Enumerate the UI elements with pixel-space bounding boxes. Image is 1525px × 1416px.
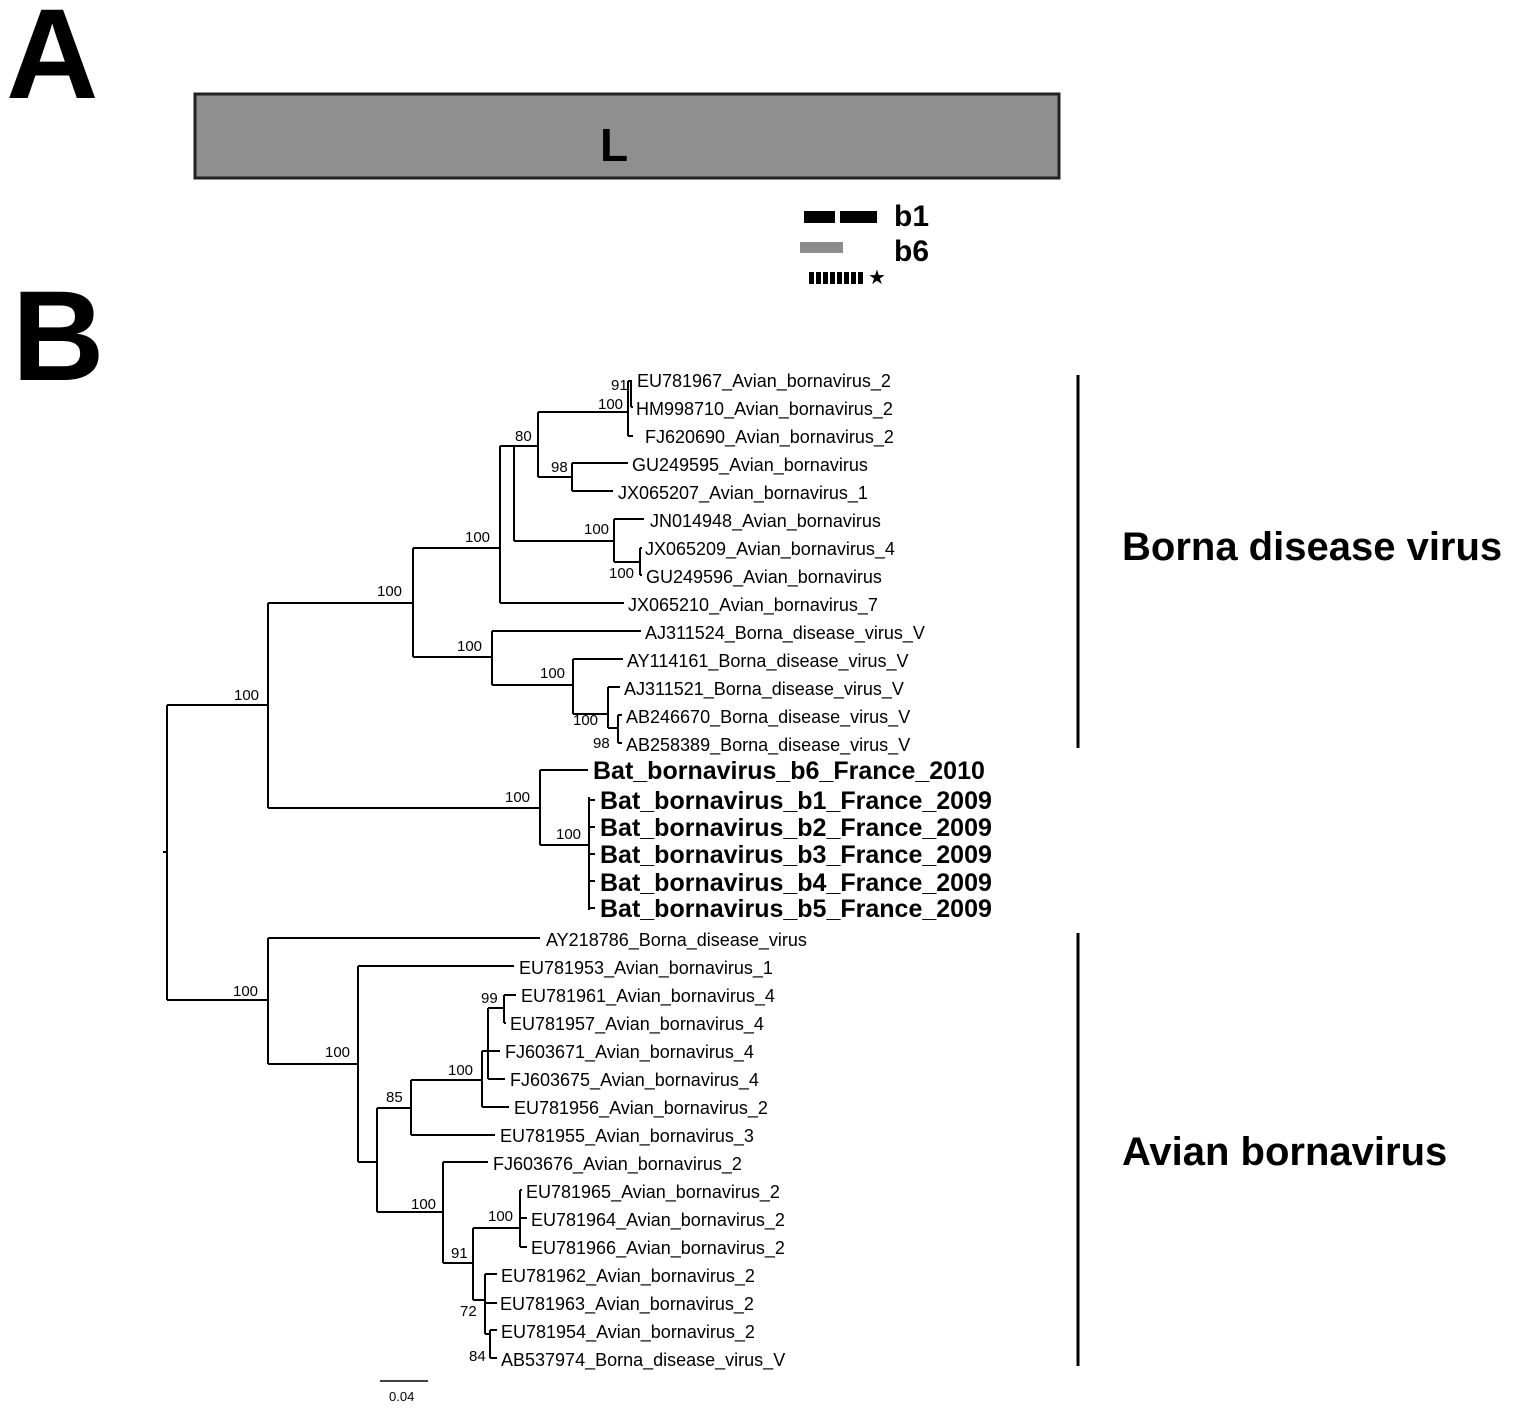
fragment-dotted-block (858, 272, 863, 284)
bootstrap-value: 100 (584, 521, 609, 538)
bootstrap-value: 100 (325, 1044, 350, 1061)
leaf-label: AJ311521_Borna_disease_virus_V (624, 679, 904, 700)
leaf-label: AB246670_Borna_disease_virus_V (626, 707, 910, 728)
bootstrap-value: 100 (598, 396, 623, 413)
leaf-label: EU781961_Avian_bornavirus_4 (521, 986, 775, 1007)
leaf-label: JN014948_Avian_bornavirus (650, 511, 881, 532)
leaf-label: EU781955_Avian_bornavirus_3 (500, 1126, 754, 1147)
bootstrap-value: 100 (411, 1196, 436, 1213)
phylogenetic-tree (163, 380, 644, 1359)
leaf-label: AJ311524_Borna_disease_virus_V (645, 623, 925, 644)
leaf-labels: EU781967_Avian_bornavirus_2 HM998710_Avi… (493, 371, 992, 1371)
leaf-label: EU781956_Avian_bornavirus_2 (514, 1098, 768, 1119)
leaf-label-bat: Bat_bornavirus_b6_France_2010 (593, 757, 985, 785)
bootstrap-value: 80 (515, 428, 532, 445)
bootstrap-value: 100 (556, 826, 581, 843)
leaf-label-bat: Bat_bornavirus_b2_France_2009 (600, 814, 992, 842)
bootstrap-value: 100 (457, 638, 482, 655)
fragment-dotted (809, 272, 863, 284)
leaf-label: EU781966_Avian_bornavirus_2 (531, 1238, 785, 1259)
leaf-label-bat: Bat_bornavirus_b5_France_2009 (600, 895, 992, 923)
leaf-label-bat: Bat_bornavirus_b3_France_2009 (600, 841, 992, 869)
fragment-b1-label: b1 (894, 200, 929, 233)
leaf-label: GU249595_Avian_bornavirus (632, 455, 868, 476)
bootstrap-values: 91 100 80 98 100 100 100 100 100 100 100… (233, 377, 634, 1365)
bootstrap-value: 100 (505, 789, 530, 806)
bootstrap-value: 84 (469, 1348, 486, 1365)
bootstrap-value: 91 (611, 377, 628, 394)
fragment-dotted-block (816, 272, 821, 284)
fragment-dotted-block (823, 272, 828, 284)
fragment-dotted-block (837, 272, 842, 284)
fragment-dotted-block (844, 272, 849, 284)
leaf-label: AY114161_Borna_disease_virus_V (627, 651, 909, 672)
clade-label-avian: Avian bornavirus (1122, 1130, 1447, 1174)
leaf-label: EU781962_Avian_bornavirus_2 (501, 1266, 755, 1287)
leaf-label: EU781954_Avian_bornavirus_2 (501, 1322, 755, 1343)
bootstrap-value: 100 (377, 583, 402, 600)
l-gene-label: L (600, 119, 628, 171)
bootstrap-value: 100 (609, 565, 634, 582)
fragment-b6 (800, 242, 843, 253)
leaf-label: JX065210_Avian_bornavirus_7 (628, 595, 878, 616)
leaf-label: FJ603675_Avian_bornavirus_4 (510, 1070, 759, 1091)
fragment-dotted-block (851, 272, 856, 284)
bootstrap-value: 99 (481, 990, 498, 1007)
leaf-label: EU781953_Avian_bornavirus_1 (519, 958, 773, 979)
leaf-label: JX065207_Avian_bornavirus_1 (618, 483, 868, 504)
leaf-label: JX065209_Avian_bornavirus_4 (645, 539, 895, 560)
bootstrap-value: 100 (233, 983, 258, 1000)
star-icon: ★ (868, 267, 886, 289)
leaf-label: EU781964_Avian_bornavirus_2 (531, 1210, 785, 1231)
bootstrap-value: 100 (540, 665, 565, 682)
bootstrap-value: 98 (551, 459, 568, 476)
leaf-label: AB258389_Borna_disease_virus_V (626, 735, 910, 756)
bootstrap-value: 72 (460, 1303, 477, 1320)
bootstrap-value: 100 (573, 712, 598, 729)
fragment-b1 (804, 211, 877, 223)
clade-label-bdv: Borna disease virus (1122, 525, 1502, 569)
bootstrap-value: 100 (465, 529, 490, 546)
leaf-label: FJ603671_Avian_bornavirus_4 (505, 1042, 754, 1063)
fragment-dotted-block (809, 272, 814, 284)
leaf-label: AY218786_Borna_disease_virus (546, 930, 807, 951)
l-gene-bar (193, 92, 1061, 180)
panel-b-letter: B (12, 265, 104, 408)
bootstrap-value: 100 (234, 687, 259, 704)
bootstrap-value: 100 (448, 1062, 473, 1079)
panel-a-letter: A (6, 0, 98, 126)
bootstrap-value: 85 (386, 1089, 403, 1106)
fragment-dotted-block (830, 272, 835, 284)
leaf-label: GU249596_Avian_bornavirus (646, 567, 882, 588)
leaf-label: EU781965_Avian_bornavirus_2 (526, 1182, 780, 1203)
bootstrap-value: 100 (488, 1208, 513, 1225)
bootstrap-value: 91 (451, 1245, 468, 1262)
leaf-label: EU781967_Avian_bornavirus_2 (637, 371, 891, 392)
leaf-label-bat: Bat_bornavirus_b4_France_2009 (600, 869, 992, 897)
leaf-label: FJ620690_Avian_bornavirus_2 (645, 427, 894, 448)
scale-bar-label: 0.04 (389, 1389, 414, 1404)
leaf-label-bat: Bat_bornavirus_b1_France_2009 (600, 787, 992, 815)
fragment-b1-dash (840, 211, 877, 223)
fragment-b6-label: b6 (894, 235, 929, 268)
leaf-label: EU781957_Avian_bornavirus_4 (510, 1014, 764, 1035)
bootstrap-value: 98 (593, 735, 610, 752)
leaf-label: FJ603676_Avian_bornavirus_2 (493, 1154, 742, 1175)
leaf-label: EU781963_Avian_bornavirus_2 (500, 1294, 754, 1315)
leaf-label: HM998710_Avian_bornavirus_2 (636, 399, 893, 420)
fragment-b1-dash (804, 211, 835, 223)
leaf-label: AB537974_Borna_disease_virus_V (501, 1350, 785, 1371)
